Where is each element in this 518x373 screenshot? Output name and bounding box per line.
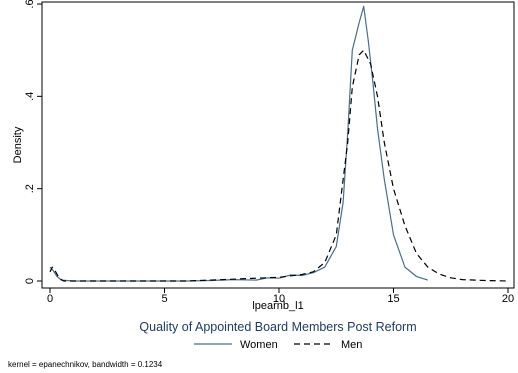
y-tick-label: 0 bbox=[24, 278, 36, 284]
x-tick-label: 15 bbox=[387, 293, 399, 305]
y-tick-label: .4 bbox=[24, 92, 36, 101]
chart-title: Quality of Appointed Board Members Post … bbox=[139, 320, 416, 334]
axes: 0 .2 .4 .6 0 5 10 15 20 bbox=[24, 0, 515, 305]
legend-label-men: Men bbox=[341, 339, 362, 351]
x-tick-label: 10 bbox=[273, 293, 285, 305]
legend-label-women: Women bbox=[240, 339, 278, 351]
y-tick-label: .2 bbox=[24, 184, 36, 193]
x-tick-label: 5 bbox=[161, 293, 167, 305]
x-tick-label: 0 bbox=[47, 293, 53, 305]
kernel-note: kernel = epanechnikov, bandwidth = 0.123… bbox=[8, 360, 163, 369]
legend: Women Men bbox=[194, 339, 362, 351]
series-line-men bbox=[49, 49, 509, 282]
series-layer bbox=[49, 5, 509, 282]
y-axis-title: Density bbox=[12, 126, 24, 163]
y-tick-label: .6 bbox=[24, 0, 36, 9]
x-axis-title: lpearnb_l1 bbox=[252, 300, 303, 312]
x-tick-label: 20 bbox=[502, 293, 514, 305]
